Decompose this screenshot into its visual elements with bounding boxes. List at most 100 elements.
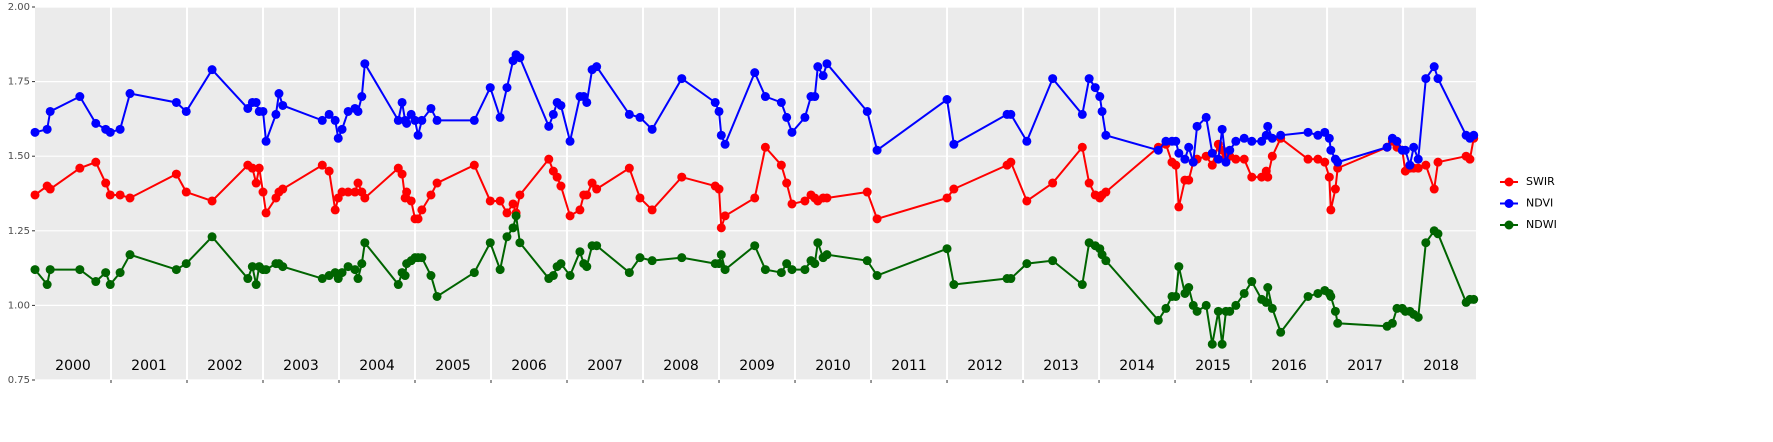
point — [822, 59, 832, 69]
point — [624, 109, 634, 119]
point — [330, 205, 340, 215]
point — [397, 97, 407, 107]
point — [1101, 187, 1111, 197]
point — [402, 118, 412, 128]
point — [343, 187, 353, 197]
point — [357, 259, 367, 269]
point — [548, 109, 558, 119]
point — [1320, 157, 1330, 167]
point — [872, 271, 882, 281]
point — [1247, 172, 1257, 182]
point — [575, 247, 585, 257]
point — [714, 259, 724, 269]
point — [782, 112, 792, 122]
point — [324, 109, 334, 119]
point — [91, 118, 101, 128]
point — [720, 211, 730, 221]
point — [813, 62, 823, 72]
point — [949, 280, 959, 290]
point — [413, 214, 423, 224]
point — [251, 178, 261, 188]
year-label: 2001 — [131, 358, 167, 374]
point — [402, 187, 412, 197]
point — [582, 97, 592, 107]
point — [1192, 121, 1202, 131]
point — [353, 178, 363, 188]
point — [261, 208, 271, 218]
point — [91, 157, 101, 167]
point — [101, 268, 111, 278]
point — [171, 97, 181, 107]
point — [502, 83, 512, 93]
point — [1263, 121, 1273, 131]
point — [278, 262, 288, 272]
point — [258, 187, 268, 197]
point — [1239, 133, 1249, 143]
legend-swatch — [1504, 177, 1514, 187]
point — [1201, 300, 1211, 310]
year-label: 2011 — [891, 358, 927, 374]
point — [582, 262, 592, 272]
point — [635, 112, 645, 122]
point — [511, 211, 521, 221]
point — [75, 265, 85, 275]
point — [515, 53, 525, 63]
point — [485, 196, 495, 206]
point — [760, 92, 770, 102]
point — [760, 265, 770, 275]
year-label: 2017 — [1347, 358, 1383, 374]
point — [787, 265, 797, 275]
point — [324, 166, 334, 176]
point — [565, 271, 575, 281]
point — [251, 97, 261, 107]
point — [333, 133, 343, 143]
point — [115, 268, 125, 278]
point — [942, 244, 952, 254]
point — [1330, 184, 1340, 194]
point — [274, 89, 284, 99]
point — [1330, 306, 1340, 316]
point — [1313, 288, 1323, 298]
point — [582, 190, 592, 200]
point — [1465, 154, 1475, 164]
point — [350, 265, 360, 275]
point — [317, 160, 327, 170]
point — [1276, 130, 1286, 140]
point — [1207, 339, 1217, 349]
point — [254, 163, 264, 173]
point — [716, 130, 726, 140]
point — [101, 178, 111, 188]
point — [1171, 291, 1181, 301]
year-label: 2015 — [1195, 358, 1231, 374]
point — [1413, 163, 1423, 173]
point — [1101, 130, 1111, 140]
y-tick-label: 1.25 — [8, 226, 30, 237]
year-label: 2008 — [663, 358, 699, 374]
point — [1207, 148, 1217, 158]
point — [1006, 274, 1016, 284]
point — [330, 115, 340, 125]
point — [393, 280, 403, 290]
point — [360, 193, 370, 203]
point — [1207, 160, 1217, 170]
point — [1247, 277, 1257, 287]
point — [552, 172, 562, 182]
point — [1231, 136, 1241, 146]
point — [353, 274, 363, 284]
point — [716, 250, 726, 260]
point — [635, 253, 645, 263]
point — [800, 265, 810, 275]
point — [677, 253, 687, 263]
point — [115, 190, 125, 200]
point — [862, 187, 872, 197]
point — [710, 97, 720, 107]
point — [942, 193, 952, 203]
point — [247, 262, 257, 272]
point — [776, 160, 786, 170]
year-label: 2000 — [55, 358, 91, 374]
point — [502, 208, 512, 218]
point — [278, 184, 288, 194]
point — [565, 136, 575, 146]
legend-label: NDVI — [1526, 197, 1553, 210]
point — [1217, 339, 1227, 349]
